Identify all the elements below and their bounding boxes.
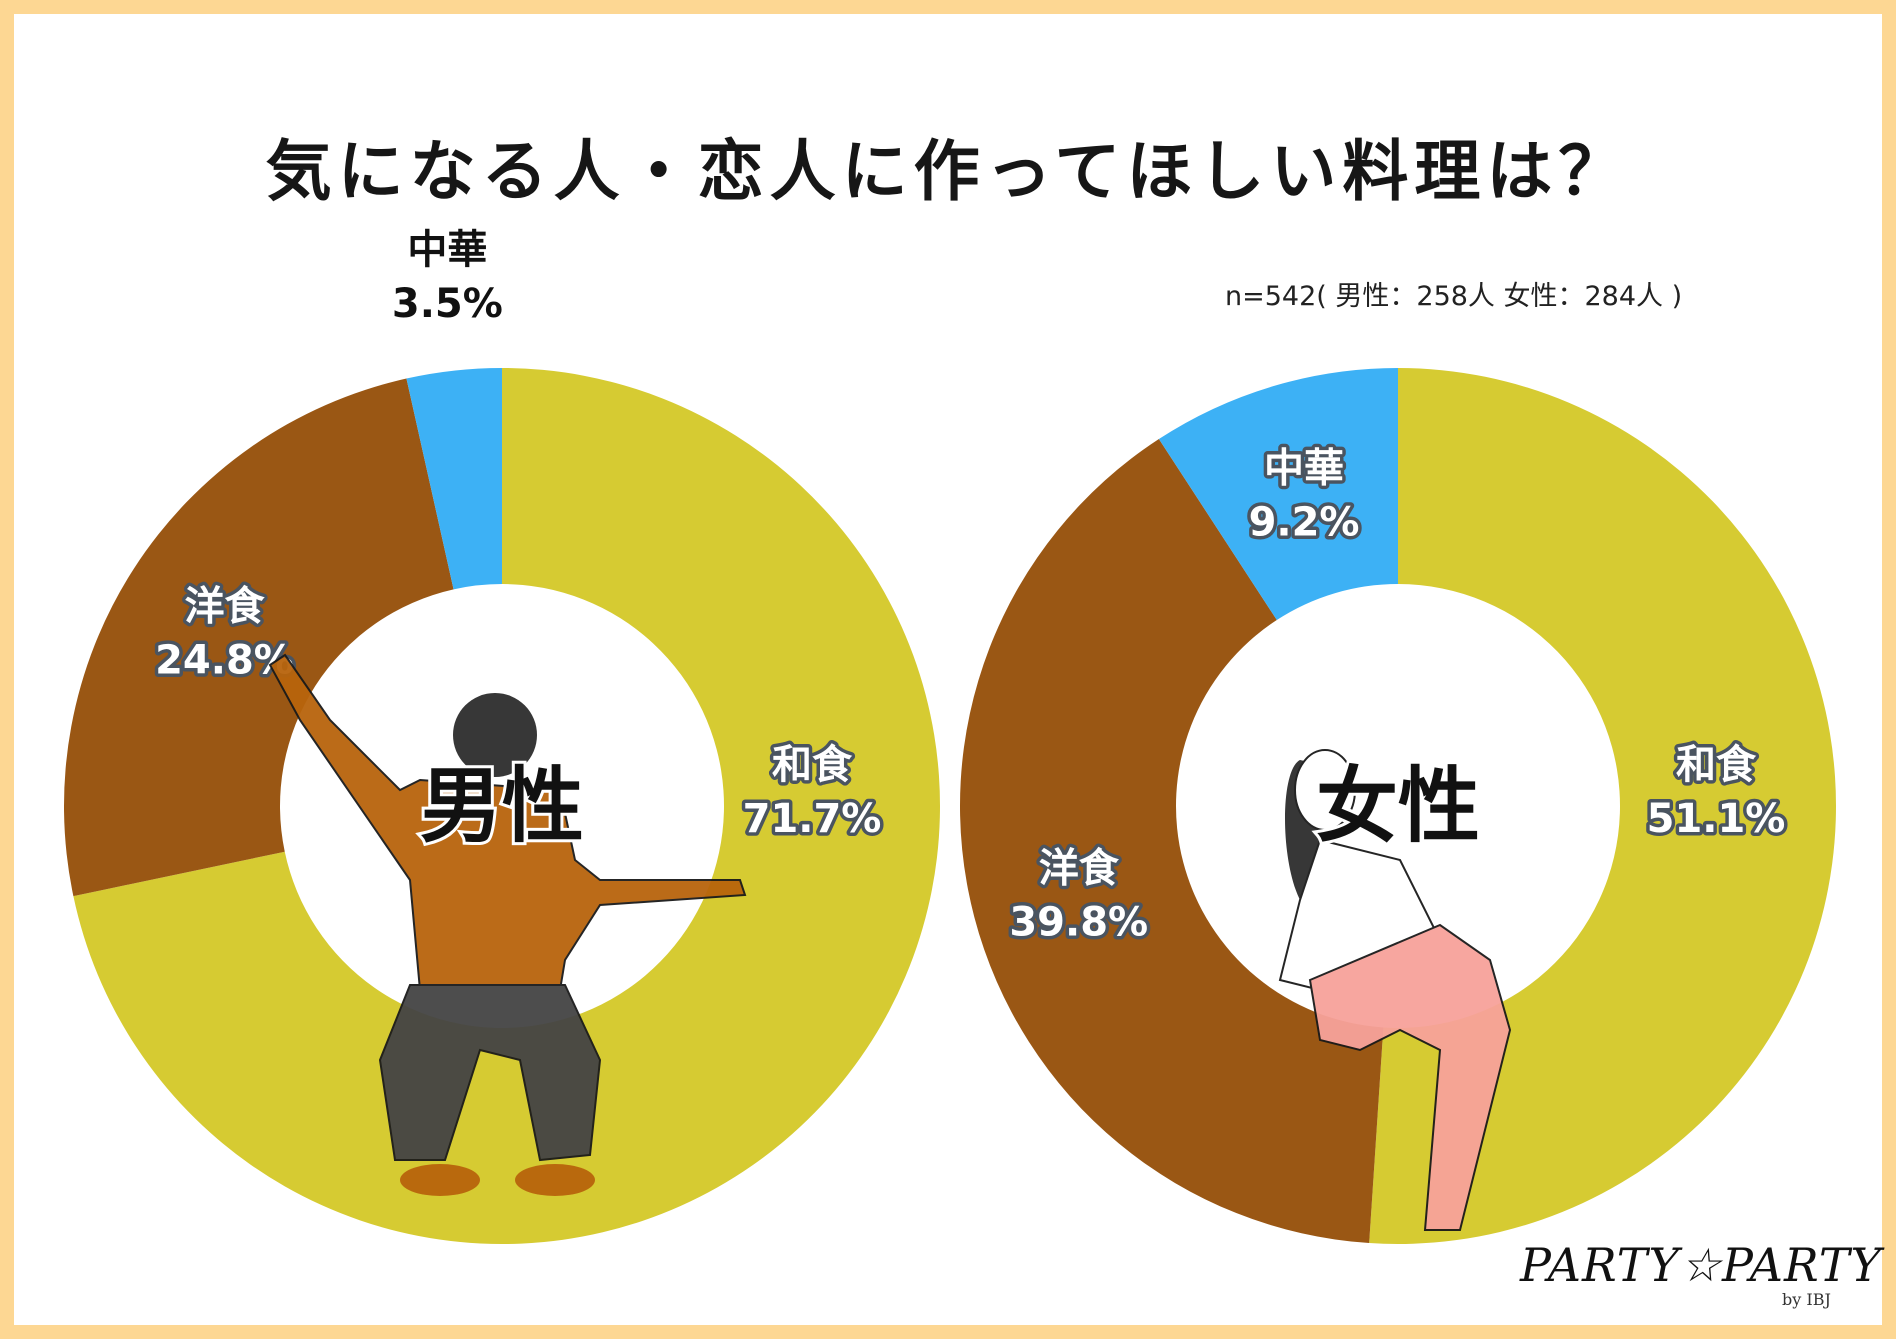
label-female-yoshoku-category: 洋食 — [1039, 845, 1120, 891]
chart-title: 気になる人・恋人に作ってほしい料理は？ — [265, 133, 1631, 210]
label-female-washoku-category: 和食 — [1676, 742, 1757, 788]
brand-logo: PARTY☆PARTY — [1520, 1238, 1882, 1292]
center-label-female: 女性 — [1316, 759, 1480, 854]
label-female-washoku-value: 51.1% — [1647, 796, 1786, 842]
brand-logo-sub: by IBJ — [1782, 1290, 1831, 1309]
label-male-chuka-value: 3.5% — [392, 281, 503, 327]
sample-size-note: n=542( 男性：258人 女性：284人 ) — [1225, 281, 1683, 312]
label-male-yoshoku-category: 洋食 — [184, 583, 265, 629]
label-female-yoshoku-value: 39.8% — [1009, 899, 1148, 945]
label-male-chuka-category: 中華 — [407, 227, 487, 273]
label-male-yoshoku-value: 24.8% — [155, 637, 294, 683]
label-male-washoku-category: 和食 — [772, 742, 853, 788]
slice-male-yoshoku — [63, 378, 454, 897]
woman-illustration — [1278, 749, 1512, 1231]
label-female-chuka-category: 中華 — [1264, 446, 1344, 492]
slice-male-chuka — [406, 368, 502, 590]
center-label-male: 男性 — [420, 759, 584, 854]
slice-female-chuka — [1158, 368, 1398, 620]
slice-male-washoku — [73, 368, 940, 1244]
man-illustration — [268, 653, 747, 1196]
label-male-washoku-value: 71.7% — [743, 796, 882, 842]
donut-chart-male: 和食 71.7% 洋食 24.8% 中華 3.5% — [63, 224, 940, 1244]
label-female-chuka-value: 9.2% — [1249, 500, 1360, 546]
slice-female-yoshoku — [959, 439, 1384, 1244]
